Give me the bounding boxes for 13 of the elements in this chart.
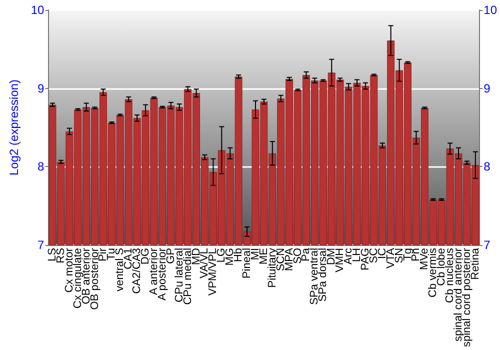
y-axis-title: Log2 (expression) [7, 79, 21, 176]
x-tick-label: Retina [469, 247, 482, 280]
y-tick-label: 9 [38, 81, 45, 96]
y-tick-label: 10 [30, 3, 45, 17]
y2-tick-label: 8 [484, 160, 491, 174]
y-tick-label: 7 [38, 238, 45, 252]
x-tick-label: OB posterior [88, 248, 101, 310]
y2-tick-label: 10 [484, 3, 498, 17]
x-tick-label: Tg [402, 248, 414, 261]
y2-tick-label: 9 [484, 81, 491, 96]
y-tick-label: 8 [38, 160, 45, 174]
y2-tick-label: 7 [484, 238, 491, 252]
x-tick-label: A posterior [156, 248, 168, 301]
